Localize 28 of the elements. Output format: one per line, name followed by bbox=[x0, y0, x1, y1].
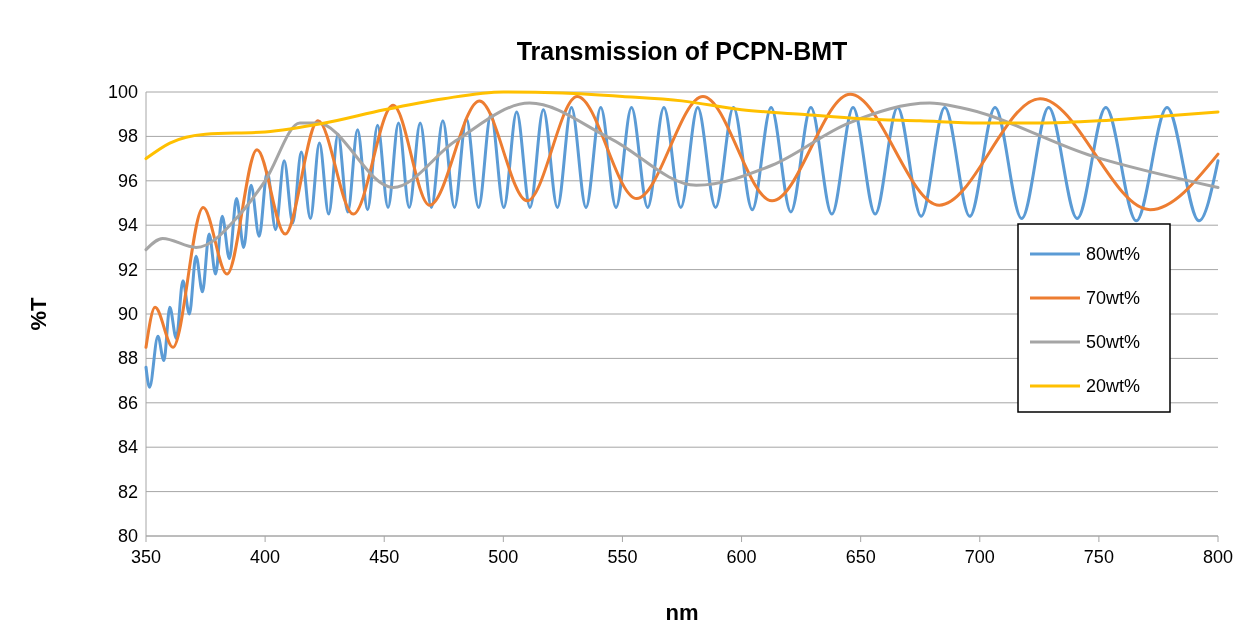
legend-label: 80wt% bbox=[1086, 244, 1141, 264]
x-tick-label: 600 bbox=[726, 547, 757, 567]
legend-label: 70wt% bbox=[1086, 288, 1141, 308]
legend-label: 50wt% bbox=[1086, 332, 1141, 352]
y-tick-label: 88 bbox=[117, 348, 138, 369]
x-tick-label: 650 bbox=[845, 547, 876, 567]
x-tick-label: 750 bbox=[1083, 547, 1114, 567]
y-tick-label: 82 bbox=[117, 481, 138, 502]
x-tick-label: 350 bbox=[130, 547, 162, 567]
legend-label: 20wt% bbox=[1086, 376, 1141, 396]
y-tick-label: 90 bbox=[117, 304, 138, 324]
y-tick-label: 92 bbox=[117, 259, 138, 280]
chart-title: Transmission of PCPN-BMT bbox=[516, 37, 848, 65]
y-tick-label: 96 bbox=[117, 170, 138, 191]
x-tick-label: 550 bbox=[607, 547, 638, 567]
x-tick-label: 400 bbox=[250, 547, 281, 567]
y-tick-label: 80 bbox=[117, 526, 138, 546]
x-tick-label: 450 bbox=[369, 547, 400, 567]
x-tick-label: 800 bbox=[1202, 547, 1234, 567]
y-axis-title: %T bbox=[26, 296, 51, 331]
y-tick-label: 86 bbox=[117, 392, 138, 413]
x-axis-title: nm bbox=[665, 600, 699, 625]
y-tick-label: 98 bbox=[117, 126, 138, 147]
x-tick-label: 500 bbox=[488, 547, 519, 567]
y-tick-label: 84 bbox=[117, 437, 138, 458]
y-tick-label: 94 bbox=[117, 215, 138, 236]
x-tick-label: 700 bbox=[964, 547, 995, 567]
y-tick-label: 100 bbox=[107, 82, 138, 102]
